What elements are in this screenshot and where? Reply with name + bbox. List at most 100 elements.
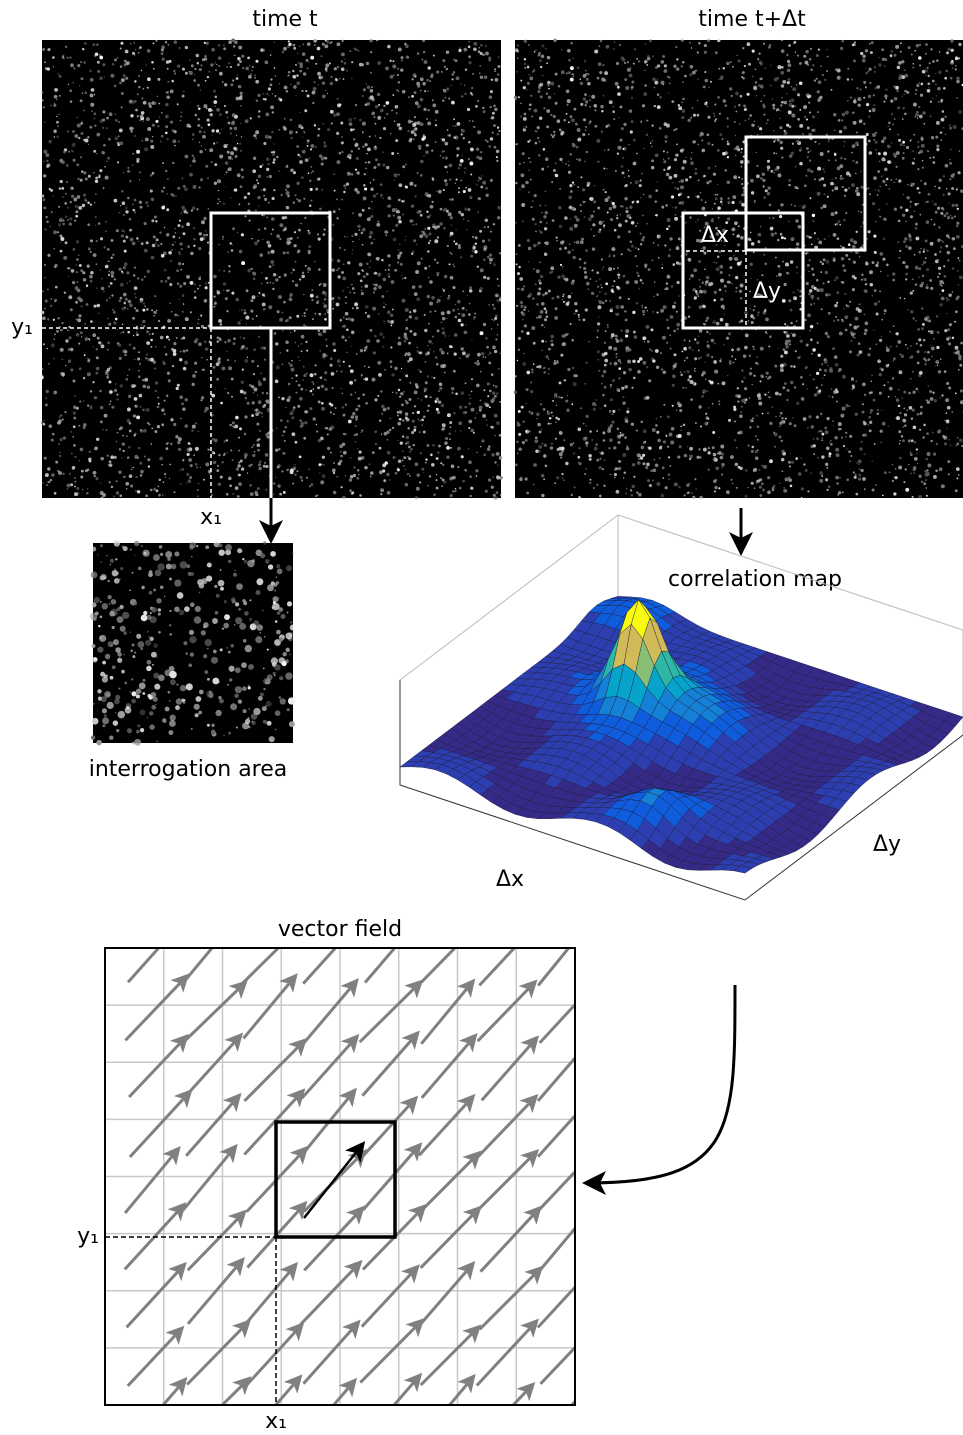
circle: [893, 86, 895, 88]
circle: [465, 470, 467, 472]
circle: [138, 351, 140, 353]
circle: [891, 142, 892, 143]
circle: [445, 165, 448, 168]
circle: [611, 201, 613, 203]
circle: [532, 71, 533, 72]
circle: [612, 414, 613, 415]
circle: [392, 309, 394, 311]
circle: [125, 476, 127, 478]
circle: [920, 180, 921, 181]
circle: [84, 198, 87, 201]
circle: [312, 394, 314, 396]
circle: [684, 75, 686, 77]
circle: [44, 457, 47, 460]
circle: [466, 229, 468, 231]
circle: [712, 446, 715, 449]
circle: [225, 111, 228, 114]
circle: [391, 280, 395, 284]
circle: [827, 196, 829, 198]
circle: [446, 68, 449, 71]
circle: [352, 249, 354, 251]
circle: [151, 198, 154, 201]
circle: [628, 170, 629, 171]
circle: [105, 221, 107, 223]
circle: [486, 194, 489, 197]
circle: [419, 234, 423, 238]
circle: [751, 242, 755, 246]
circle: [721, 467, 722, 468]
circle: [541, 302, 545, 306]
circle: [331, 122, 333, 124]
circle: [835, 476, 839, 480]
circle: [559, 431, 563, 435]
circle: [348, 154, 352, 158]
circle: [258, 292, 260, 294]
circle: [547, 56, 551, 60]
circle: [417, 104, 421, 108]
circle: [482, 181, 486, 185]
circle: [927, 401, 930, 404]
circle: [188, 458, 192, 462]
circle: [333, 302, 334, 303]
circle: [371, 201, 372, 202]
circle: [279, 99, 282, 102]
circle: [449, 415, 450, 416]
circle: [700, 192, 702, 194]
circle: [931, 219, 932, 220]
circle: [680, 371, 682, 373]
circle: [436, 363, 439, 366]
circle: [566, 113, 568, 115]
circle: [469, 286, 472, 289]
circle: [458, 313, 460, 315]
circle: [900, 51, 902, 53]
circle: [840, 157, 843, 160]
circle: [253, 157, 256, 160]
circle: [769, 204, 772, 207]
circle: [133, 414, 136, 417]
circle: [80, 99, 83, 102]
circle: [523, 113, 526, 116]
circle: [461, 323, 464, 326]
circle: [327, 447, 330, 450]
circle: [184, 187, 188, 191]
circle: [305, 158, 309, 162]
circle: [574, 302, 577, 305]
circle: [457, 309, 458, 310]
circle: [82, 48, 84, 50]
circle: [734, 439, 736, 441]
circle: [169, 60, 172, 63]
circle: [667, 446, 669, 448]
circle: [451, 101, 455, 105]
circle: [445, 97, 447, 99]
circle: [272, 264, 274, 266]
circle: [406, 436, 409, 439]
circle: [164, 473, 166, 475]
circle: [80, 476, 83, 479]
circle: [766, 372, 769, 375]
circle: [396, 210, 400, 214]
circle: [387, 407, 390, 410]
circle: [321, 55, 323, 57]
circle: [474, 313, 476, 315]
circle: [880, 430, 882, 432]
circle: [364, 466, 367, 469]
circle: [150, 145, 154, 149]
circle: [318, 84, 319, 85]
circle: [348, 337, 349, 338]
circle: [231, 197, 232, 198]
circle: [288, 383, 291, 386]
circle: [477, 360, 479, 362]
circle: [240, 390, 244, 394]
circle: [782, 80, 786, 84]
circle: [535, 283, 537, 285]
circle: [68, 151, 70, 153]
circle: [128, 369, 130, 371]
circle: [165, 125, 168, 128]
circle: [347, 236, 348, 237]
circle: [849, 301, 851, 303]
circle: [77, 281, 79, 283]
circle: [123, 266, 126, 269]
circle: [781, 84, 784, 87]
circle: [613, 48, 614, 49]
circle: [200, 467, 201, 468]
